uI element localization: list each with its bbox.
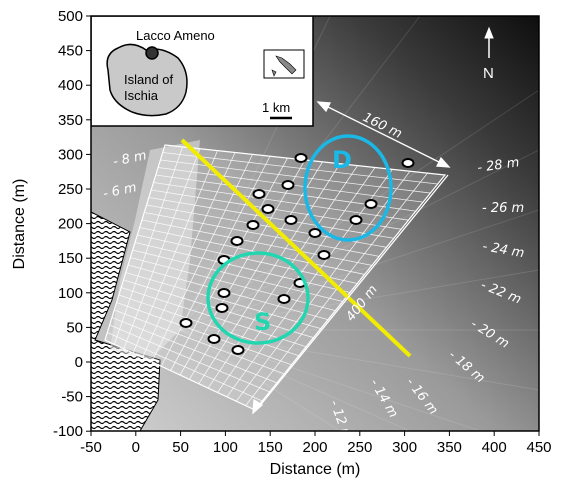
north-label: N — [483, 65, 494, 82]
y-tick-label: 350 — [58, 112, 83, 129]
sampling-point — [366, 200, 377, 208]
x-tick-label: 450 — [526, 439, 551, 456]
sampling-point — [279, 295, 290, 303]
location-inset: Lacco Ameno Island of Ischia 1 km — [91, 16, 313, 126]
y-tick-label: 400 — [58, 77, 83, 94]
sampling-point — [217, 304, 228, 312]
inset-island-line1: Island of — [124, 72, 174, 87]
sampling-point — [254, 190, 265, 198]
x-tick-label: 350 — [437, 439, 462, 456]
sampling-point — [219, 289, 230, 297]
sampling-point — [233, 346, 244, 354]
y-tick-label: -50 — [61, 389, 83, 406]
y-axis-title: Distance (m) — [11, 179, 28, 270]
y-tick-label: 100 — [58, 285, 83, 302]
x-tick-label: -50 — [80, 439, 102, 456]
sampling-point — [296, 154, 307, 162]
y-tick-label: 250 — [58, 181, 83, 198]
y-tick-label: 500 — [58, 8, 83, 25]
sampling-point — [263, 205, 274, 213]
y-tick-label: 150 — [58, 250, 83, 267]
sampling-point — [181, 319, 192, 327]
lacco-ameno-marker — [146, 47, 158, 59]
x-tick-label: 50 — [172, 439, 189, 456]
italy-thumbnail — [264, 50, 304, 78]
inset-scale-label: 1 km — [262, 100, 290, 115]
zone-d-label: D — [332, 146, 352, 174]
x-axis-title: Distance (m) — [270, 461, 361, 478]
sampling-point — [283, 181, 294, 189]
sampling-point — [209, 335, 220, 343]
x-tick-label: 150 — [258, 439, 283, 456]
y-tick-label: 450 — [58, 43, 83, 60]
sampling-point — [248, 221, 259, 229]
x-tick-label: 400 — [482, 439, 507, 456]
y-tick-label: 200 — [58, 216, 83, 233]
x-tick-label: 200 — [302, 439, 327, 456]
x-axis: -50 0 50 100 150 200 250 300 350 400 450 — [80, 431, 551, 456]
sampling-point — [286, 216, 297, 224]
y-tick-label: 300 — [58, 146, 83, 163]
x-tick-label: 0 — [132, 439, 140, 456]
sampling-point — [403, 159, 414, 167]
sampling-point — [319, 251, 330, 259]
sampling-point — [232, 237, 243, 245]
y-tick-label: 50 — [66, 319, 83, 336]
y-tick-label: 0 — [75, 354, 83, 371]
x-tick-label: 250 — [347, 439, 372, 456]
x-tick-label: 100 — [213, 439, 238, 456]
inset-place-name: Lacco Ameno — [136, 28, 215, 43]
sampling-point — [310, 229, 321, 237]
y-tick-label: -100 — [53, 423, 83, 440]
depth-label: - 26 m — [482, 201, 524, 216]
x-tick-label: 300 — [392, 439, 417, 456]
zone-s-label: S — [254, 308, 271, 336]
sampling-point — [351, 216, 362, 224]
inset-island-line2: Ischia — [124, 88, 159, 103]
